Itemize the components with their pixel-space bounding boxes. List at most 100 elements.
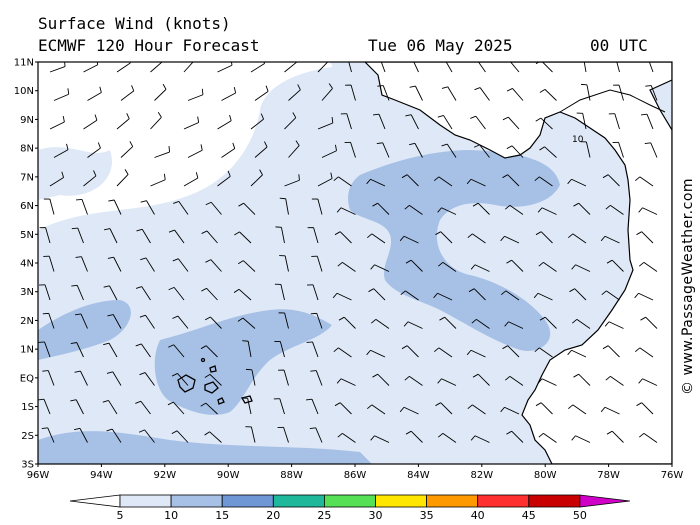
wind-barb (439, 316, 457, 329)
forecast-date: Tue 06 May 2025 (368, 36, 513, 55)
wind-barb (502, 174, 520, 187)
wind-barb (438, 261, 457, 272)
wind-barb (334, 231, 352, 244)
wind-barb (309, 427, 323, 443)
wind-barb (87, 142, 101, 158)
scale-swatch (426, 494, 479, 508)
wind-barb (616, 62, 620, 73)
wind-barb (83, 170, 97, 187)
wind-barb (333, 176, 352, 187)
scale-swatch (221, 494, 274, 508)
wind-barb (167, 401, 185, 415)
wind-barb (254, 85, 269, 101)
wind-barb (504, 321, 524, 329)
wind-barb (371, 318, 390, 329)
wind-barb (107, 314, 122, 329)
wind-barb (405, 259, 423, 272)
wind-barb (580, 83, 591, 101)
wind-barb (405, 114, 419, 130)
wind-barb (537, 207, 557, 215)
wind-barb (168, 286, 185, 301)
scale-swatch (477, 494, 530, 508)
wind-barb (336, 378, 356, 386)
scale-arrow-left (69, 494, 121, 508)
lon-tick-label: 92W (153, 470, 176, 481)
wind-barb (135, 286, 151, 301)
wind-barb (539, 316, 557, 329)
wind-barb (433, 292, 453, 301)
scale-swatch (375, 494, 427, 508)
wind-barb (150, 173, 166, 187)
wind-barb (471, 318, 490, 329)
wind-barb (568, 404, 587, 415)
wind-barb (569, 288, 587, 301)
longitude-axis: 96W 94W 92W 90W 88W 86W 84W 82W 80W 78W 76W (27, 464, 684, 481)
wind-barb (49, 62, 66, 73)
lon-tick-label: 90W (217, 470, 240, 481)
lon-tick-label: 82W (470, 470, 493, 481)
scale-label: 35 (420, 509, 434, 522)
wind-barb (573, 373, 591, 386)
wind-barb (600, 235, 620, 244)
wind-barb (401, 174, 419, 187)
wind-barb (38, 341, 51, 358)
wind-field-10-15-galapagos (154, 309, 332, 415)
lat-tick-label: 5N (20, 230, 34, 241)
wind-barb (441, 143, 457, 158)
wind-barb (136, 228, 151, 244)
wind-barb (639, 261, 658, 272)
wind-barb (571, 435, 591, 443)
wind-barb (470, 435, 490, 443)
lat-tick-label: 2N (20, 316, 34, 327)
wind-barb (600, 406, 620, 415)
wind-barb (187, 88, 204, 101)
scale-label: 25 (317, 509, 331, 522)
wind-barb (138, 429, 155, 443)
wind-barb (466, 178, 486, 187)
wind-barb (441, 86, 457, 101)
wind-barb (135, 343, 151, 358)
wind-barb (107, 256, 122, 272)
wind-barb (639, 432, 658, 443)
wind-barb (400, 290, 419, 301)
lat-tick-label: 2S (21, 431, 34, 442)
wind-barb (171, 430, 189, 443)
wind-barb (372, 113, 386, 130)
wind-barb (638, 207, 658, 215)
wind-barb (571, 264, 591, 272)
wind-barb (38, 398, 51, 415)
wind-barb (139, 314, 155, 329)
wind-barb (221, 87, 237, 101)
wind-barb (434, 347, 453, 358)
wind-barb (187, 144, 203, 158)
wind-barb (502, 345, 520, 358)
wind-barb (337, 432, 356, 443)
wind-barb (83, 114, 98, 130)
wind-barb (567, 178, 587, 187)
lon-tick-label: 76W (661, 470, 684, 481)
san-cristobal-island (240, 395, 253, 404)
wind-barb (535, 231, 553, 244)
wind-barb (636, 402, 654, 415)
wind-barb (604, 321, 624, 329)
wind-barb (370, 264, 390, 272)
lon-tick-label: 88W (280, 470, 303, 481)
wind-barb (644, 142, 658, 158)
wind-barb (506, 88, 524, 101)
wind-barb (172, 315, 189, 329)
wind-barb (75, 256, 88, 272)
wind-barb (201, 230, 218, 244)
wind-barb (41, 427, 55, 443)
wind-barb (435, 402, 453, 415)
wind-barb (43, 255, 55, 272)
lon-tick-label: 96W (27, 470, 50, 481)
wind-barb (534, 176, 553, 187)
wind-barb (42, 370, 55, 386)
wind-barb (445, 62, 453, 73)
wind-barb (372, 202, 390, 215)
wind-barb (338, 316, 356, 329)
wind-barb (140, 257, 155, 272)
wind-field-10-15-south (38, 431, 372, 464)
wind-barb (367, 233, 386, 244)
